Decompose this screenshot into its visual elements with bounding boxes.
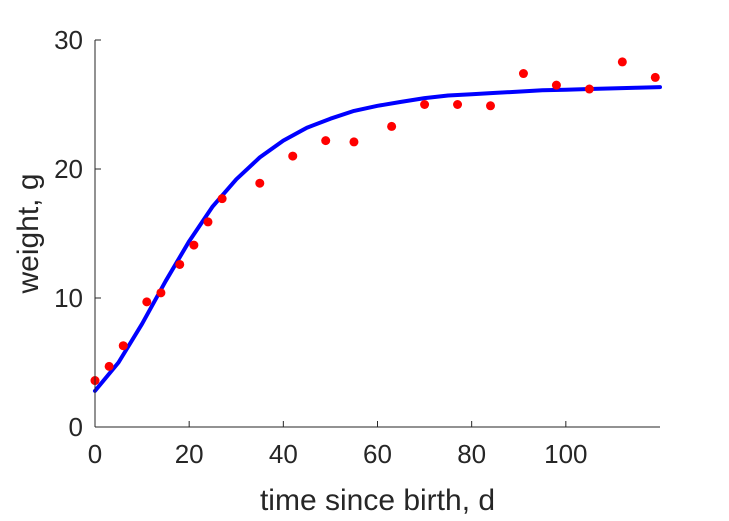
data-point <box>453 100 463 109</box>
data-point <box>551 80 561 90</box>
data-point <box>321 136 331 146</box>
data-point <box>420 100 430 109</box>
data-point <box>104 361 114 371</box>
y-tick-label: 30 <box>54 25 83 55</box>
x-tick-label: 60 <box>363 439 392 469</box>
data-point <box>203 217 213 227</box>
data-point <box>175 259 185 269</box>
y-axis-label: weight, g <box>12 173 45 294</box>
data-point <box>584 84 594 94</box>
data-point <box>217 194 227 204</box>
data-point <box>142 297 152 307</box>
data-point <box>255 178 265 188</box>
x-axis-label: time since birth, d <box>260 484 495 517</box>
data-point <box>518 69 528 79</box>
y-tick-label: 0 <box>69 412 83 442</box>
data-point <box>486 101 495 111</box>
data-point <box>156 288 166 298</box>
axes: 0 20 40 60 80 100 0 10 20 30 <box>54 25 660 469</box>
x-tick-label: 0 <box>88 439 102 469</box>
x-tick-label: 40 <box>269 439 298 469</box>
x-tick-label: 20 <box>175 439 204 469</box>
data-point <box>349 137 359 147</box>
data-point <box>617 57 627 67</box>
fitted-curve <box>93 85 662 393</box>
data-point <box>650 72 660 82</box>
y-tick-label: 20 <box>54 154 83 184</box>
data-point <box>189 240 199 250</box>
data-point <box>387 121 397 131</box>
y-tick-label: 10 <box>54 283 83 313</box>
data-point <box>118 341 128 351</box>
x-tick-label: 80 <box>457 439 486 469</box>
x-tick-label: 100 <box>544 439 587 469</box>
data-point <box>288 151 298 161</box>
plot-area <box>90 57 662 393</box>
